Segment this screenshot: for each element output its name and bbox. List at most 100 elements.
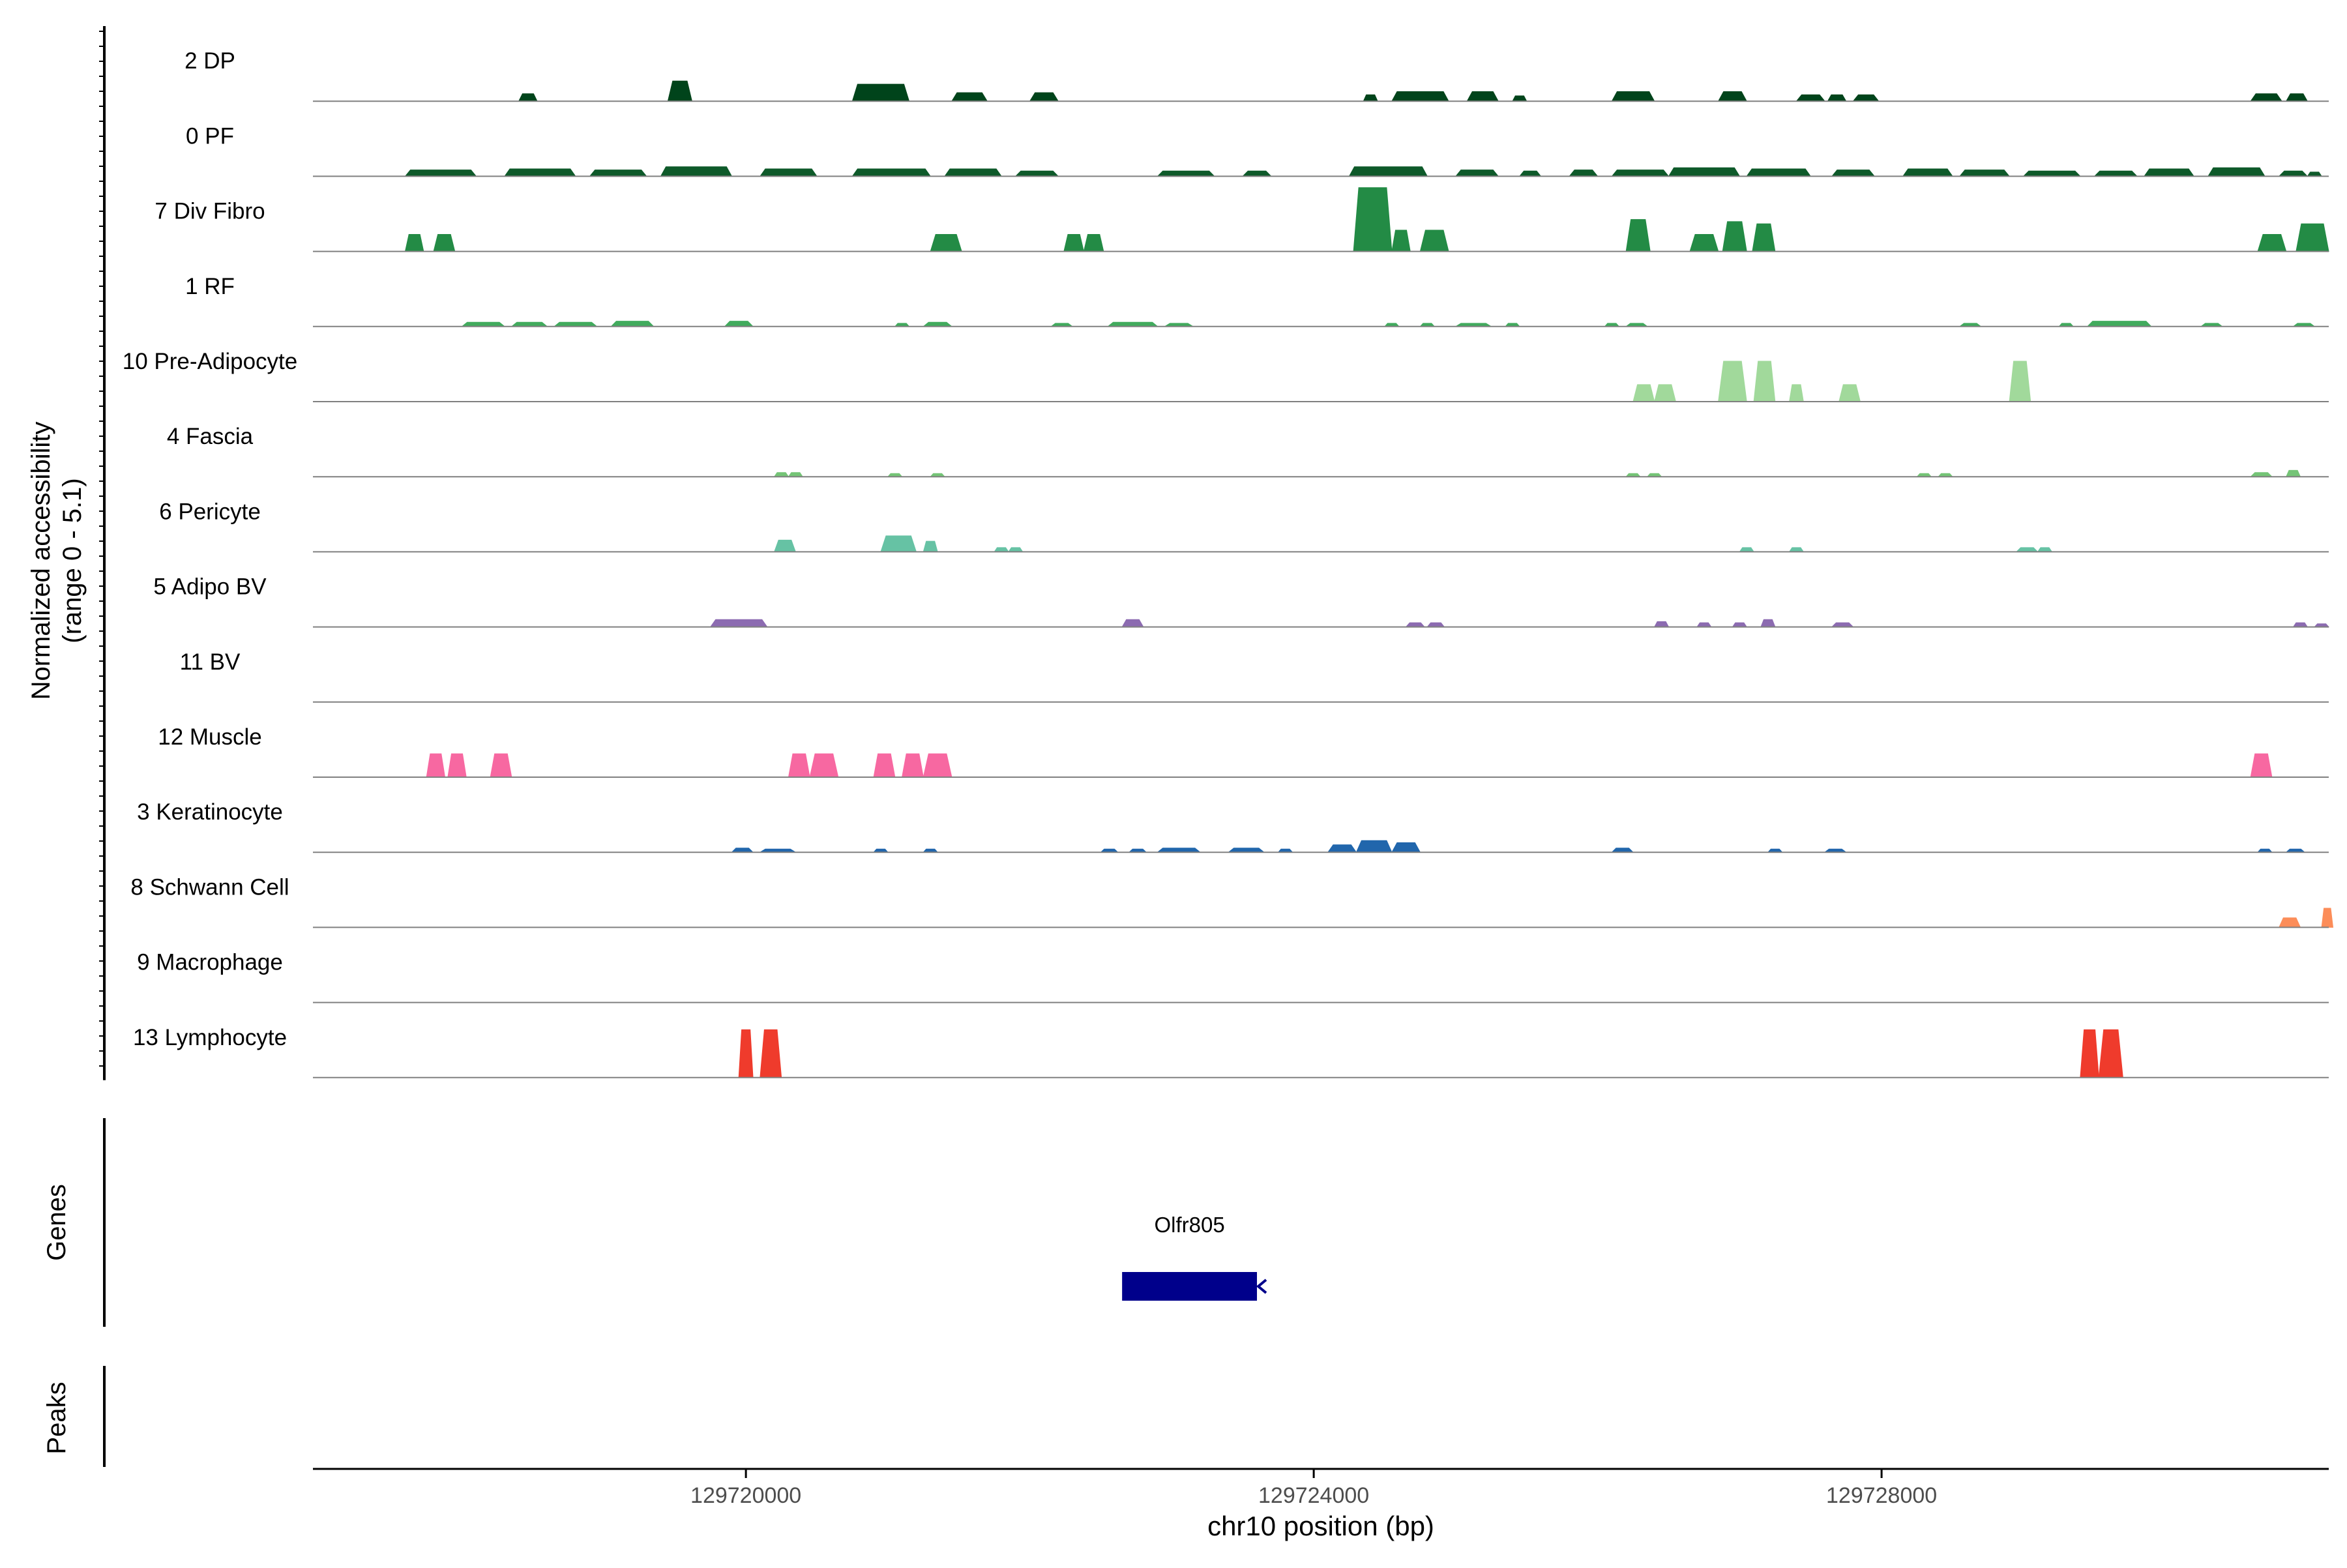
accessibility-peak	[773, 539, 797, 552]
accessibility-peak	[1753, 361, 1776, 402]
accessibility-peak	[760, 1029, 782, 1078]
accessibility-peak	[709, 619, 768, 628]
accessibility-peak	[788, 753, 810, 778]
accessibility-peak	[1518, 170, 1542, 177]
track-label: 2 DP	[185, 48, 235, 74]
accessibility-peak	[923, 540, 938, 552]
accessibility-peak	[426, 753, 446, 778]
accessibility-peak	[1569, 170, 1599, 177]
track-label: 9 Macrophage	[137, 950, 283, 975]
accessibility-peak	[873, 753, 896, 778]
accessibility-peak	[1958, 170, 2011, 177]
track-label: 7 Div Fibro	[155, 199, 265, 224]
accessibility-peak	[1242, 170, 1272, 177]
accessibility-peak	[1831, 170, 1876, 177]
accessibility-peak	[944, 168, 1003, 177]
accessibility-peak	[2279, 917, 2301, 928]
accessibility-peak	[404, 234, 424, 252]
accessibility-peak	[1355, 840, 1393, 853]
x-tick-label: 129724000	[1258, 1483, 1369, 1508]
accessibility-peak	[1063, 234, 1085, 252]
accessibility-peak	[930, 234, 962, 252]
accessibility-peak	[1466, 91, 1499, 102]
track-9-macrophage: 9 Macrophage	[137, 950, 2329, 1003]
accessibility-peak	[2257, 234, 2287, 252]
accessibility-peak	[1752, 223, 1776, 252]
accessibility-peak	[2321, 908, 2334, 928]
accessibility-peak	[1852, 94, 1880, 102]
accessibility-peak	[1625, 219, 1651, 252]
accessibility-peak	[1327, 844, 1357, 853]
accessibility-peak	[1653, 621, 1670, 628]
accessibility-peak	[1391, 91, 1449, 102]
accessibility-peak	[1083, 234, 1104, 252]
accessibility-peak	[2143, 168, 2195, 177]
gene-olfr805: Olfr805	[1122, 1213, 1267, 1301]
track-label: 4 Fascia	[167, 424, 254, 449]
accessibility-peak	[2086, 321, 2152, 327]
accessibility-peak	[1391, 229, 1411, 252]
accessibility-peak	[2285, 469, 2301, 477]
accessibility-peak	[1419, 229, 1449, 252]
track-label: 5 Adipo BV	[153, 574, 267, 600]
accessibility-peak	[2278, 170, 2309, 177]
accessibility-peak	[1611, 91, 1655, 102]
accessibility-peak	[2285, 93, 2309, 102]
track-label: 3 Keratinocyte	[137, 799, 283, 825]
coverage-tracks: 2 DP 0 PF 7 Div Fibro 1 RF 10 Pre-Adipocyte 4…	[123, 48, 2334, 1078]
accessibility-peak	[901, 753, 924, 778]
track-label: 12 Muscle	[158, 724, 262, 750]
accessibility-peak	[2009, 361, 2031, 402]
accessibility-peak	[1348, 166, 1428, 177]
accessibility-peak	[1722, 221, 1747, 252]
accessibility-peak	[809, 753, 839, 778]
x-axis-ticks: 129720000 129724000 129728000	[690, 1469, 1937, 1508]
accessibility-axis-label: Normalized accessibility	[27, 422, 55, 700]
accessibility-peak	[1611, 170, 1670, 177]
accessibility-peak	[2207, 167, 2266, 177]
accessibility-peak	[1391, 842, 1421, 853]
accessibility-peak	[1157, 170, 1215, 177]
accessibility-peak	[1746, 168, 1812, 177]
gene-annotations: Olfr805	[1122, 1213, 1267, 1301]
accessibility-peak	[1512, 95, 1528, 102]
accessibility-peak	[1363, 94, 1378, 102]
accessibility-peak	[923, 753, 952, 778]
accessibility-peak	[1654, 384, 1677, 402]
track-2-dp: 2 DP	[185, 48, 2329, 102]
track-6-pericyte: 6 Pericyte	[159, 499, 2329, 553]
accessibility-axis	[99, 26, 106, 1080]
accessibility-axis-range-label: (range 0 - 5.1)	[58, 478, 87, 643]
x-tick-label: 129728000	[1826, 1483, 1937, 1508]
accessibility-peak	[447, 753, 467, 778]
x-axis-label: chr10 position (bp)	[1207, 1511, 1434, 1541]
track-label: 0 PF	[186, 123, 234, 149]
accessibility-peak	[490, 753, 512, 778]
accessibility-peak	[660, 166, 733, 177]
gene-strand-arrow	[1256, 1279, 1267, 1294]
accessibility-peak	[759, 168, 818, 177]
accessibility-peak	[589, 170, 647, 177]
accessibility-peak	[2098, 1029, 2123, 1078]
accessibility-peak	[1789, 384, 1804, 402]
track-4-fascia: 4 Fascia	[167, 424, 2329, 478]
accessibility-peak	[880, 535, 917, 552]
track-13-lymphocyte: 13 Lymphocyte	[133, 1025, 2329, 1078]
accessibility-peak	[1827, 94, 1847, 102]
track-label: 1 RF	[185, 274, 235, 299]
accessibility-peak	[1121, 619, 1144, 628]
accessibility-peak	[1632, 384, 1655, 402]
accessibility-peak	[1717, 91, 1748, 102]
accessibility-peak	[2250, 93, 2283, 102]
accessibility-peak	[610, 321, 655, 327]
accessibility-peak	[851, 168, 932, 177]
track-label: 6 Pericyte	[159, 499, 261, 524]
accessibility-peak	[2093, 170, 2138, 177]
accessibility-peak	[1668, 167, 1741, 177]
track-0-pf: 0 PF	[186, 123, 2329, 177]
track-label: 13 Lymphocyte	[133, 1025, 287, 1050]
accessibility-peak	[2250, 753, 2273, 778]
track-label: 11 BV	[180, 649, 241, 675]
accessibility-peak	[1718, 361, 1747, 402]
